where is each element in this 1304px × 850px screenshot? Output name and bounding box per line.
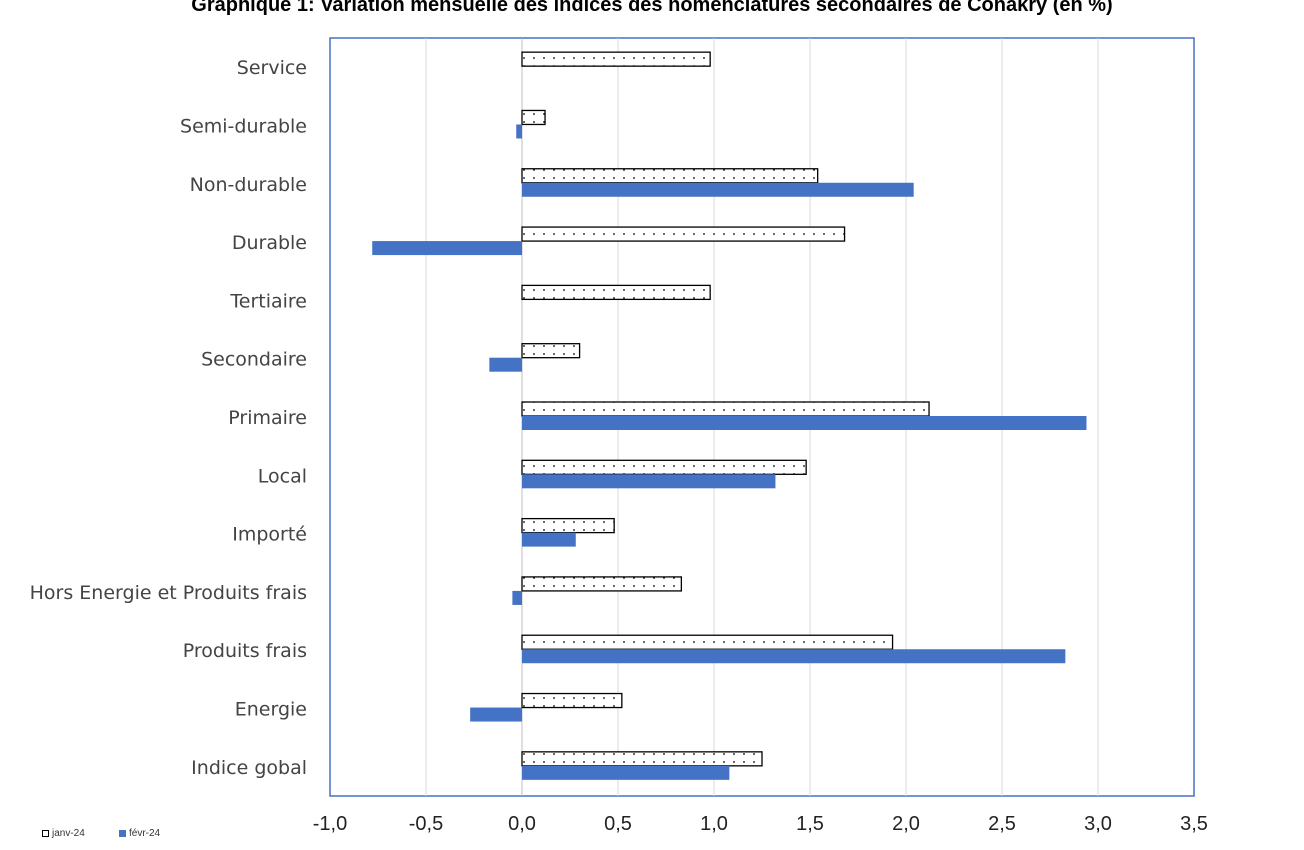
legend-swatch-fevr xyxy=(119,830,126,837)
category-label: Hors Energie et Produits frais xyxy=(30,582,307,604)
legend-label-janv: janv-24 xyxy=(52,828,85,839)
bar-janv-24 xyxy=(521,51,711,67)
legend-item-fevr: févr-24 xyxy=(119,828,160,839)
category-label: Local xyxy=(258,465,307,487)
bar-fevr-24 xyxy=(470,707,522,722)
x-tick-label: 1,0 xyxy=(700,813,728,835)
bar-janv-24 xyxy=(521,401,930,417)
bar-janv-24 xyxy=(521,343,581,359)
legend-swatch-janv xyxy=(42,830,49,837)
x-tick-label: 0,0 xyxy=(508,813,536,835)
category-label: Primaire xyxy=(228,407,307,429)
bars xyxy=(372,51,1087,780)
category-label: Durable xyxy=(232,232,307,254)
bar-fevr-24 xyxy=(522,532,576,547)
bar-fevr-24 xyxy=(489,357,522,372)
category-label: Secondaire xyxy=(201,349,307,371)
legend-label-fevr: févr-24 xyxy=(129,828,161,839)
bar-fevr-24 xyxy=(512,590,522,605)
x-tick-label: 2,5 xyxy=(988,813,1016,835)
legend-item-janv: janv-24 xyxy=(42,828,85,839)
bar-fevr-24 xyxy=(516,124,522,139)
x-tick-label: -0,5 xyxy=(409,813,443,835)
x-tick-label: 0,5 xyxy=(604,813,632,835)
category-label: Semi-durable xyxy=(180,115,307,137)
category-label: Service xyxy=(237,57,307,79)
bar-janv-24 xyxy=(521,634,894,650)
category-label: Importé xyxy=(232,524,307,546)
bar-fevr-24 xyxy=(522,416,1087,430)
category-label: Indice gobal xyxy=(191,757,307,779)
category-label: Produits frais xyxy=(183,640,307,662)
bar-fevr-24 xyxy=(522,649,1066,664)
chart-title: Graphique 1: Variation mensuelle des ind… xyxy=(191,0,1113,16)
bar-janv-24 xyxy=(521,284,711,301)
category-label: Tertiaire xyxy=(229,290,307,312)
bar-janv-24 xyxy=(521,168,819,184)
labels: -1,0 -0,5 0,0 0,5 1,0 1,5 2,0 2,5 3,0 3,5 Service S… xyxy=(30,57,1208,835)
bar-fevr-24 xyxy=(522,182,914,197)
bar-janv-24 xyxy=(521,692,623,709)
plot-frame xyxy=(329,37,1195,797)
bar-fevr-24 xyxy=(522,474,776,489)
bar-janv-24 xyxy=(521,109,546,126)
bar-janv-24 xyxy=(521,517,615,534)
x-tick-label: 2,0 xyxy=(892,813,920,835)
category-label: Non-durable xyxy=(190,174,307,196)
x-tick-label: 1,5 xyxy=(796,813,824,835)
bar-fevr-24 xyxy=(372,241,522,256)
x-tick-label: -1,0 xyxy=(313,813,347,835)
bar-fevr-24 xyxy=(522,765,730,780)
bar-janv-24 xyxy=(521,459,807,475)
bar-janv-24 xyxy=(521,226,846,242)
category-label: Energie xyxy=(235,699,307,721)
x-tick-label: 3,0 xyxy=(1084,813,1112,835)
bar-janv-24 xyxy=(521,576,683,592)
bar-janv-24 xyxy=(521,751,763,767)
x-tick-label: 3,5 xyxy=(1180,813,1208,835)
